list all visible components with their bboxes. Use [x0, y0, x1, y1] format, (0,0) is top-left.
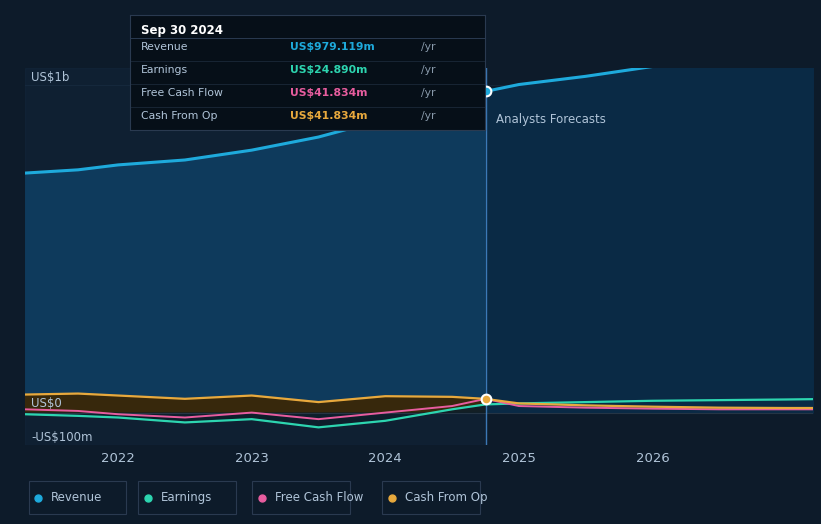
Text: /yr: /yr [421, 88, 436, 98]
Text: Analysts Forecasts: Analysts Forecasts [496, 113, 606, 126]
Text: Cash From Op: Cash From Op [405, 492, 488, 504]
Text: Revenue: Revenue [140, 42, 188, 52]
Text: US$24.890m: US$24.890m [290, 65, 367, 75]
Text: US$979.119m: US$979.119m [290, 42, 374, 52]
Text: /yr: /yr [421, 65, 436, 75]
Bar [25, 68, 485, 445]
Text: Past: Past [450, 113, 475, 126]
Text: Sep 30 2024: Sep 30 2024 [140, 24, 222, 37]
Text: Free Cash Flow: Free Cash Flow [275, 492, 363, 504]
Text: US$1b: US$1b [31, 71, 70, 84]
Text: Earnings: Earnings [161, 492, 213, 504]
Text: Revenue: Revenue [51, 492, 103, 504]
Text: Earnings: Earnings [140, 65, 188, 75]
Text: /yr: /yr [421, 111, 436, 121]
Text: US$41.834m: US$41.834m [290, 111, 367, 121]
Text: US$0: US$0 [31, 397, 62, 410]
Text: -US$100m: -US$100m [31, 431, 93, 444]
Text: US$41.834m: US$41.834m [290, 88, 367, 98]
Text: /yr: /yr [421, 42, 436, 52]
Text: Free Cash Flow: Free Cash Flow [140, 88, 222, 98]
Text: Cash From Op: Cash From Op [140, 111, 217, 121]
